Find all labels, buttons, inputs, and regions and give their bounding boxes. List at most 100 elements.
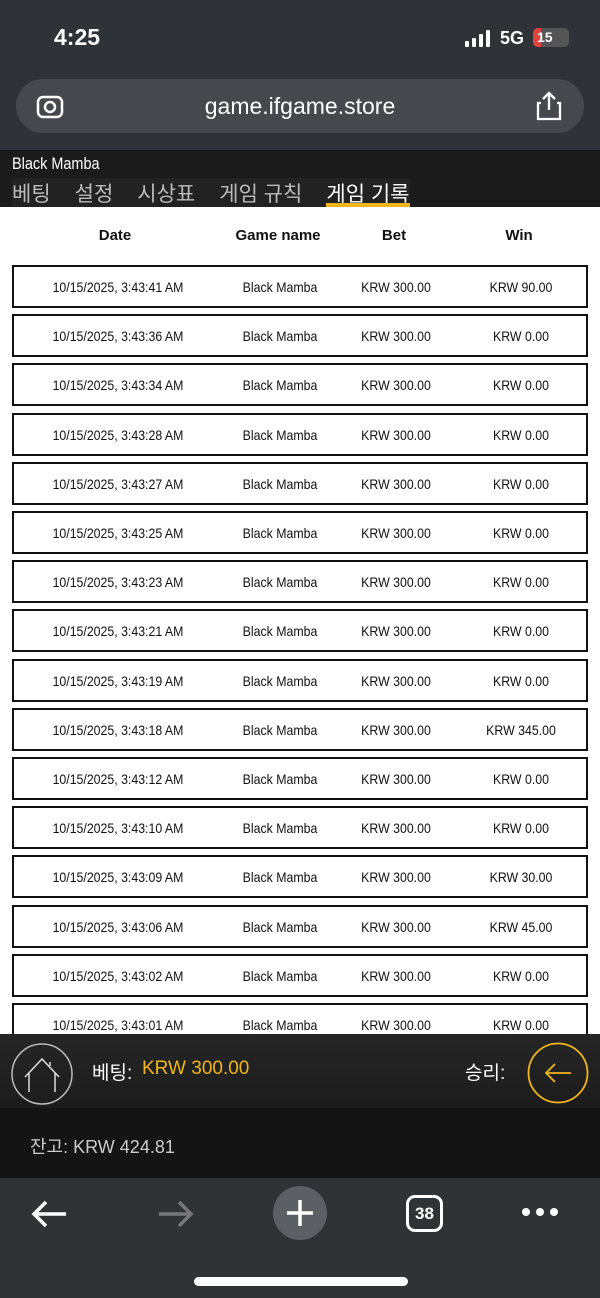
row-win: KRW 30.00 bbox=[489, 869, 553, 886]
table-row[interactable]: 10/15/2025, 3:43:12 AM Black Mamba KRW 300… bbox=[12, 757, 588, 800]
col-bet: Bet bbox=[381, 227, 407, 244]
table-row[interactable]: 10/15/2025, 3:43:23 AM Black Mamba KRW 300… bbox=[12, 560, 588, 604]
back-icon[interactable] bbox=[30, 1198, 70, 1230]
history-table[interactable]: Date Game name Bet Win 10/15/2025, 3:43:… bbox=[0, 207, 600, 1034]
row-bet: KRW 300.00 bbox=[361, 721, 431, 738]
row-game-name: Black Mamba bbox=[242, 623, 318, 640]
row-bet: KRW 300.00 bbox=[361, 623, 431, 640]
row-date: 10/15/2025, 3:43:41 AM bbox=[52, 279, 184, 295]
row-game-name: Black Mamba bbox=[242, 721, 318, 738]
table-row[interactable]: 10/15/2025, 3:43:06 AM Black Mamba KRW 300… bbox=[12, 904, 588, 948]
row-bet: KRW 300.00 bbox=[361, 771, 431, 787]
row-date: 10/15/2025, 3:43:27 AM bbox=[52, 475, 184, 492]
status-bar: 4:25 5G 15 bbox=[0, 0, 600, 72]
table-row[interactable]: 10/15/2025, 3:43:21 AM Black Mamba KRW 300… bbox=[12, 609, 588, 653]
row-win: KRW 0.00 bbox=[493, 771, 549, 787]
row-date: 10/15/2025, 3:43:19 AM bbox=[52, 672, 184, 689]
table-row[interactable]: 10/15/2025, 3:43:02 AM Black Mamba KRW 300… bbox=[12, 953, 588, 997]
row-game-name: Black Mamba bbox=[242, 328, 318, 345]
table-row[interactable]: 10/15/2025, 3:43:18 AM Black Mamba KRW 300… bbox=[12, 707, 588, 751]
signal-icon bbox=[465, 30, 490, 47]
row-win: KRW 0.00 bbox=[493, 967, 549, 984]
row-bet: KRW 300.00 bbox=[361, 918, 431, 935]
row-date: 10/15/2025, 3:43:10 AM bbox=[52, 820, 184, 837]
row-game-name: Black Mamba bbox=[242, 426, 318, 443]
row-win: KRW 0.00 bbox=[493, 623, 549, 640]
row-date: 10/15/2025, 3:43:34 AM bbox=[52, 377, 184, 394]
address-bar[interactable]: game.ifgame.store bbox=[16, 79, 584, 133]
row-bet: KRW 300.00 bbox=[361, 279, 431, 295]
more-icon[interactable] bbox=[520, 1206, 560, 1218]
table-row[interactable]: 10/15/2025, 3:43:19 AM Black Mamba KRW 300… bbox=[12, 658, 588, 702]
tab-history[interactable]: 게임 기록 bbox=[326, 178, 410, 207]
table-row[interactable]: 10/15/2025, 3:43:27 AM Black Mamba KRW 300… bbox=[12, 461, 588, 505]
page-tools-icon[interactable] bbox=[36, 93, 64, 119]
share-icon[interactable] bbox=[536, 91, 562, 121]
table-row[interactable]: 10/15/2025, 3:43:41 AM Black Mamba KRW 300… bbox=[12, 265, 588, 308]
table-row[interactable]: 10/15/2025, 3:43:09 AM Black Mamba KRW 300… bbox=[12, 855, 588, 899]
win-label: 승리: bbox=[465, 1063, 506, 1084]
row-win: KRW 0.00 bbox=[493, 574, 549, 591]
table-row[interactable]: 10/15/2025, 3:43:36 AM Black Mamba KRW 300… bbox=[12, 314, 588, 358]
balance-bar: 잔고: KRW 424.81 bbox=[0, 1108, 600, 1178]
row-date: 10/15/2025, 3:43:23 AM bbox=[52, 574, 184, 591]
table-row[interactable]: 10/15/2025, 3:43:34 AM Black Mamba KRW 300… bbox=[12, 363, 588, 407]
row-bet: KRW 300.00 bbox=[361, 426, 431, 443]
row-win: KRW 45.00 bbox=[489, 918, 553, 935]
row-bet: KRW 300.00 bbox=[361, 574, 431, 591]
row-win: KRW 0.00 bbox=[493, 1017, 549, 1033]
row-game-name: Black Mamba bbox=[242, 672, 318, 689]
row-date: 10/15/2025, 3:43:21 AM bbox=[52, 623, 184, 640]
bet-bar: 베팅: KRW 300.00 승리: bbox=[0, 1034, 600, 1108]
row-game-name: Black Mamba bbox=[242, 820, 318, 837]
row-game-name: Black Mamba bbox=[242, 1017, 318, 1033]
tab-paytable[interactable]: 시상표 bbox=[137, 183, 196, 206]
home-button[interactable] bbox=[10, 1042, 74, 1106]
row-date: 10/15/2025, 3:43:06 AM bbox=[52, 918, 184, 935]
row-game-name: Black Mamba bbox=[242, 967, 318, 984]
row-win: KRW 0.00 bbox=[493, 426, 549, 443]
back-arrow-button[interactable] bbox=[527, 1042, 589, 1104]
row-bet: KRW 300.00 bbox=[361, 475, 431, 492]
game-title: Black Mamba bbox=[12, 154, 100, 173]
tabs-button[interactable]: 38 bbox=[406, 1195, 443, 1232]
row-game-name: Black Mamba bbox=[242, 279, 318, 295]
row-bet: KRW 300.00 bbox=[361, 967, 431, 984]
tab-settings[interactable]: 설정 bbox=[74, 183, 114, 206]
row-win: KRW 0.00 bbox=[493, 475, 549, 492]
tab-rules[interactable]: 게임 규칙 bbox=[219, 183, 303, 206]
new-tab-icon[interactable] bbox=[272, 1185, 328, 1241]
row-date: 10/15/2025, 3:43:01 AM bbox=[52, 1017, 184, 1033]
row-game-name: Black Mamba bbox=[242, 475, 318, 492]
row-date: 10/15/2025, 3:43:18 AM bbox=[52, 721, 184, 738]
row-bet: KRW 300.00 bbox=[361, 672, 431, 689]
row-game-name: Black Mamba bbox=[242, 918, 318, 935]
table-row[interactable]: 10/15/2025, 3:43:28 AM Black Mamba KRW 300… bbox=[12, 412, 588, 456]
battery-icon: 15 bbox=[533, 28, 569, 47]
row-bet: KRW 300.00 bbox=[361, 1017, 431, 1033]
row-date: 10/15/2025, 3:43:09 AM bbox=[52, 869, 184, 886]
table-row[interactable]: 10/15/2025, 3:43:10 AM Black Mamba KRW 300… bbox=[12, 806, 588, 850]
row-date: 10/15/2025, 3:43:28 AM bbox=[52, 426, 184, 443]
row-game-name: Black Mamba bbox=[242, 525, 318, 541]
tab-betting[interactable]: 베팅 bbox=[12, 183, 51, 206]
row-bet: KRW 300.00 bbox=[361, 820, 431, 837]
table-row[interactable]: 10/15/2025, 3:43:01 AM Black Mamba KRW 300… bbox=[12, 1003, 588, 1034]
row-win: KRW 0.00 bbox=[493, 820, 549, 837]
col-date: Date bbox=[98, 227, 132, 244]
url-text[interactable]: game.ifgame.store bbox=[204, 93, 396, 119]
forward-icon[interactable] bbox=[155, 1198, 195, 1230]
row-bet: KRW 300.00 bbox=[361, 328, 431, 345]
row-bet: KRW 300.00 bbox=[361, 525, 431, 541]
bet-value: KRW 300.00 bbox=[142, 1058, 250, 1079]
battery-level: 15 bbox=[537, 29, 553, 45]
row-game-name: Black Mamba bbox=[242, 869, 318, 886]
row-game-name: Black Mamba bbox=[242, 771, 318, 787]
balance: 잔고: KRW 424.81 bbox=[30, 1137, 175, 1157]
game-header: Black Mamba 베팅 설정 시상표 게임 규칙 게임 기록 bbox=[0, 150, 600, 208]
home-indicator bbox=[194, 1277, 408, 1286]
row-game-name: Black Mamba bbox=[242, 574, 318, 591]
row-win: KRW 0.00 bbox=[493, 377, 549, 394]
table-row[interactable]: 10/15/2025, 3:43:25 AM Black Mamba KRW 300… bbox=[12, 511, 588, 554]
row-date: 10/15/2025, 3:43:36 AM bbox=[52, 328, 184, 345]
